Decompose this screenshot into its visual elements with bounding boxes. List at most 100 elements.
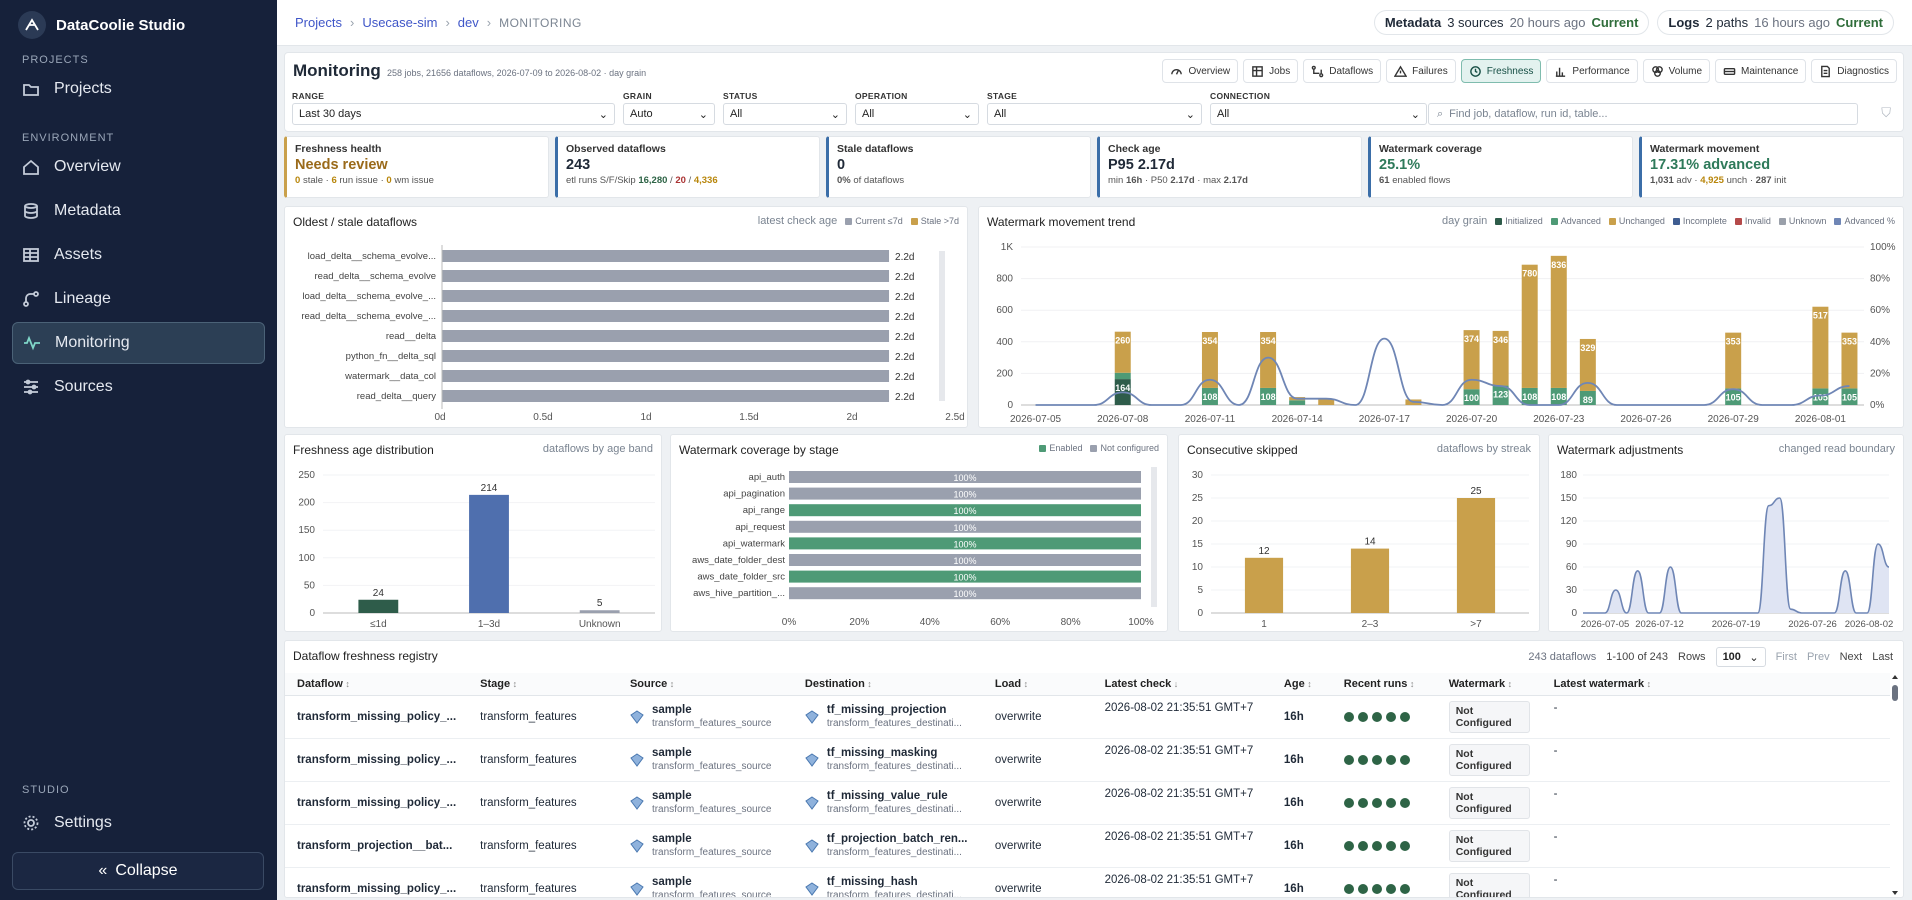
tab-performance[interactable]: Performance (1546, 59, 1638, 83)
column-header[interactable]: Age ↕ (1271, 673, 1332, 696)
tab-freshness[interactable]: Freshness (1460, 59, 1542, 83)
run-status-dot[interactable] (1343, 797, 1354, 808)
rows-select[interactable]: 100 ⌄ (1715, 647, 1766, 667)
run-status-dot[interactable] (1399, 711, 1410, 722)
tab-maintenance[interactable]: Maintenance (1715, 59, 1807, 83)
cell-dataflow[interactable]: transform_missing_policy_... (285, 695, 469, 739)
column-header[interactable]: Dataflow ↕ (285, 673, 469, 696)
collapse-button[interactable]: « Collapse (12, 852, 264, 890)
sort-icon[interactable]: ↕ (1304, 678, 1312, 689)
run-status-dot[interactable] (1343, 754, 1354, 765)
column-header[interactable]: Destination ↕ (792, 673, 983, 696)
search-input[interactable]: ⌕ Find job, dataflow, run id, table... (1428, 103, 1858, 125)
sort-icon[interactable]: ↕ (1021, 678, 1029, 689)
run-status-dot[interactable] (1385, 797, 1396, 808)
table-row[interactable]: transform_missing_policy_... transform_fe… (285, 867, 1890, 897)
run-status-dot[interactable] (1357, 840, 1368, 851)
run-status-dot[interactable] (1371, 797, 1382, 808)
sort-icon[interactable]: ↕ (1407, 678, 1415, 689)
cell-dataflow[interactable]: transform_missing_policy_... (285, 738, 469, 782)
sidebar-item-lineage[interactable]: Lineage (12, 278, 265, 320)
breadcrumb-projects[interactable]: Projects (295, 15, 342, 30)
sidebar-item-metadata[interactable]: Metadata (12, 190, 265, 232)
run-status-dot[interactable] (1343, 840, 1354, 851)
status-select[interactable]: All ⌄ (723, 103, 847, 125)
table-scrollbar[interactable] (1891, 673, 1899, 897)
kpi-movement[interactable]: Watermark movement 17.31% advanced 1,031… (1639, 136, 1904, 198)
sidebar-item-overview[interactable]: Overview (12, 146, 265, 188)
run-status-dot[interactable] (1399, 797, 1410, 808)
prev-page-button[interactable]: Prev (1806, 651, 1830, 663)
table-row[interactable]: transform_missing_policy_... transform_fe… (285, 781, 1890, 825)
sort-icon[interactable]: ↕ (1505, 678, 1513, 689)
sort-icon[interactable]: ↕ (864, 678, 872, 689)
operation-select[interactable]: All ⌄ (855, 103, 979, 125)
run-status-dot[interactable] (1399, 754, 1410, 765)
run-status-dot[interactable] (1371, 711, 1382, 722)
cell-dataflow[interactable]: transform_projection__bat... (285, 824, 469, 868)
run-status-dot[interactable] (1371, 883, 1382, 894)
run-status-dot[interactable] (1385, 754, 1396, 765)
connection-select[interactable]: All ⌄ (1210, 103, 1427, 125)
first-page-button[interactable]: First (1775, 651, 1797, 663)
sidebar-item-settings[interactable]: Settings (12, 802, 264, 844)
column-header[interactable]: Latest watermark ↕ (1541, 673, 1890, 696)
kpi-stale[interactable]: Stale dataflows 0 0% of dataflows (826, 136, 1091, 198)
brand[interactable]: DataCoolie Studio (0, 0, 277, 50)
kpi-coverage[interactable]: Watermark coverage 25.1% 61 enabled flow… (1368, 136, 1633, 198)
kpi-freshness-health[interactable]: Freshness health Needs review 0 stale · … (284, 136, 549, 198)
sort-icon[interactable]: ↓ (1171, 678, 1179, 689)
kpi-check-age[interactable]: Check age P95 2.17d min 16h · P50 2.17d … (1097, 136, 1362, 198)
column-header[interactable]: Latest check ↓ (1092, 673, 1272, 696)
run-status-dot[interactable] (1385, 883, 1396, 894)
run-status-dot[interactable] (1343, 711, 1354, 722)
sort-icon[interactable]: ↕ (510, 678, 518, 689)
metadata-status-pill[interactable]: Metadata 3 sources 20 hours ago Current (1373, 10, 1650, 35)
breadcrumb-env[interactable]: dev (457, 15, 479, 30)
column-header[interactable]: Recent runs ↕ (1331, 673, 1437, 696)
stage-select[interactable]: All ⌄ (987, 103, 1202, 125)
tab-volume[interactable]: Volume (1642, 59, 1711, 83)
run-status-dot[interactable] (1385, 711, 1396, 722)
run-status-dot[interactable] (1357, 797, 1368, 808)
breadcrumb-project[interactable]: Usecase-sim (362, 15, 438, 30)
run-status-dot[interactable] (1357, 883, 1368, 894)
table-row[interactable]: transform_projection__bat... transform_fe… (285, 824, 1890, 868)
cell-dataflow[interactable]: transform_missing_policy_... (285, 867, 469, 897)
sort-icon[interactable]: ↕ (667, 678, 675, 689)
run-status-dot[interactable] (1357, 754, 1368, 765)
sidebar-item-projects[interactable]: Projects (12, 68, 265, 110)
kpi-observed[interactable]: Observed dataflows 243 etl runs S/F/Skip… (555, 136, 820, 198)
tab-diagnostics[interactable]: Diagnostics (1811, 59, 1897, 83)
grain-select[interactable]: Auto ⌄ (623, 103, 715, 125)
run-status-dot[interactable] (1399, 883, 1410, 894)
run-status-dot[interactable] (1343, 883, 1354, 894)
table-row[interactable]: transform_missing_policy_... transform_fe… (285, 695, 1890, 739)
tab-failures[interactable]: Failures (1386, 59, 1456, 83)
sort-icon[interactable]: ↕ (342, 678, 350, 689)
column-header[interactable]: Load ↕ (982, 673, 1093, 696)
tab-dataflows[interactable]: Dataflows (1303, 59, 1382, 83)
run-status-dot[interactable] (1385, 840, 1396, 851)
sidebar-item-assets[interactable]: Assets (12, 234, 265, 276)
run-status-dot[interactable] (1399, 840, 1410, 851)
tab-overview[interactable]: Overview (1162, 59, 1239, 83)
sidebar-item-sources[interactable]: Sources (12, 366, 265, 408)
next-page-button[interactable]: Next (1839, 651, 1863, 663)
sort-icon[interactable]: ↕ (1644, 678, 1652, 689)
tab-jobs[interactable]: Jobs (1243, 59, 1299, 83)
run-status-dot[interactable] (1357, 711, 1368, 722)
run-status-dot[interactable] (1371, 754, 1382, 765)
column-header[interactable]: Stage ↕ (468, 673, 618, 696)
cell-dataflow[interactable]: transform_missing_policy_... (285, 781, 469, 825)
logs-status-pill[interactable]: Logs 2 paths 16 hours ago Current (1657, 10, 1894, 35)
run-status-dot[interactable] (1371, 840, 1382, 851)
last-page-button[interactable]: Last (1872, 651, 1893, 663)
range-select[interactable]: Last 30 days ⌄ (292, 103, 615, 125)
column-header[interactable]: Source ↕ (617, 673, 793, 696)
column-header[interactable]: Watermark ↕ (1436, 673, 1542, 696)
table-row[interactable]: transform_missing_policy_... transform_fe… (285, 738, 1890, 782)
cell-watermark: Not Configured (1436, 824, 1542, 868)
sidebar-item-monitoring[interactable]: Monitoring (12, 322, 265, 364)
filter-icon[interactable]: ⛉ (1881, 105, 1891, 120)
